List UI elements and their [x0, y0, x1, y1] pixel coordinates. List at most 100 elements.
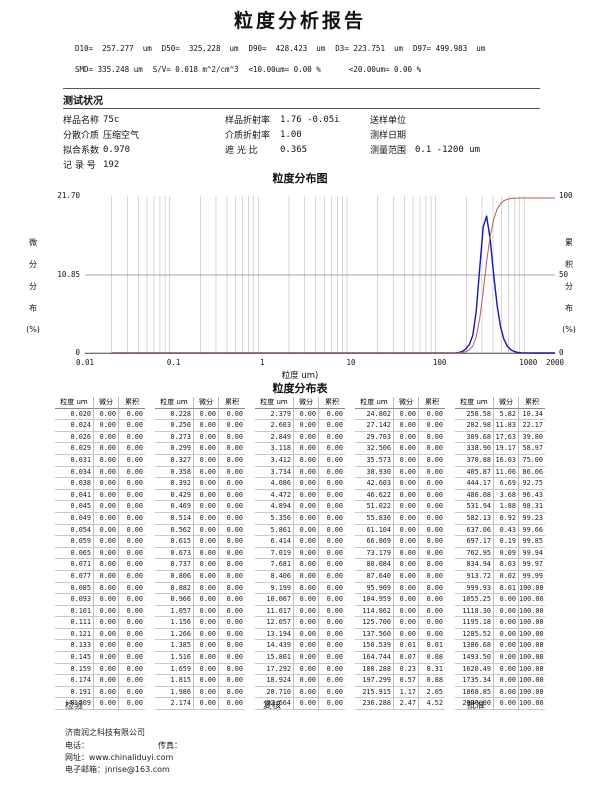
table-cell: 0.00 [118, 663, 145, 676]
table-header-cell: 累积 [518, 397, 545, 409]
table-cell: 0.00 [418, 512, 445, 525]
table-cell: 0.00 [193, 478, 218, 490]
condition-field: 样品名称 75c [63, 112, 225, 127]
table-cell: 17.63 [493, 431, 518, 444]
table-cell: 92.75 [518, 478, 545, 490]
footer-email: 电子邮箱：jnrise@163.com [65, 764, 170, 775]
table-cell: 0.299 [155, 443, 193, 455]
table-cell: 1195.18 [455, 617, 493, 629]
table-cell: 100.00 [518, 698, 545, 711]
table-cell: 0.00 [118, 559, 145, 571]
footer-email-label: 电子邮箱： [65, 765, 105, 774]
table-cell: 0.00 [218, 420, 245, 432]
table-cell: 100.00 [518, 652, 545, 664]
table-cell: 0.00 [93, 628, 118, 641]
table-cell: 3.412 [255, 455, 293, 467]
table-cell: 0.00 [293, 408, 318, 421]
table-cell: 338.90 [455, 443, 493, 455]
table-cell: 0.00 [193, 570, 218, 583]
table-cell: 0.00 [118, 420, 145, 432]
curve-differential [111, 215, 555, 354]
table-cell: 100.00 [518, 582, 545, 595]
summary-item: S/V= 0.018 m^2/cm^3 [152, 65, 239, 74]
table-cell: 0.00 [218, 408, 245, 421]
table-cell: 0.00 [118, 594, 145, 606]
table-cell: 0.00 [293, 431, 318, 444]
axis-title-char: 微 [29, 238, 37, 247]
table-cell: 0.00 [393, 489, 418, 502]
table-cell: 0.00 [93, 582, 118, 595]
table-cell: 0.00 [393, 431, 418, 444]
table-cell: 66.869 [355, 536, 393, 548]
table-cell: 0.00 [93, 420, 118, 432]
table-cell: 0.08 [418, 652, 445, 664]
table-cell: 0.00 [93, 501, 118, 513]
summary-item: D3= 223.751 um [335, 44, 404, 53]
table-cell: 0.00 [418, 605, 445, 618]
table-cell: 0.054 [55, 525, 93, 537]
table-cell: 100.00 [518, 675, 545, 687]
table-cell: 0.00 [418, 466, 445, 479]
table-cell: 0.00 [393, 420, 418, 432]
table-cell: 0.615 [155, 536, 193, 548]
table-cell: 0.31 [418, 663, 445, 676]
right-axis-tick-max: 100 [559, 191, 573, 200]
table-cell: 0.00 [293, 594, 318, 606]
table-cell: 0.00 [293, 420, 318, 432]
table-cell: 2000.00 [455, 698, 493, 711]
table-cell: 0.00 [193, 524, 218, 537]
table-cell: 0.00 [293, 454, 318, 467]
table-cell: 0.085 [55, 583, 93, 595]
chart-plot [85, 196, 555, 354]
table-cell: 1.815 [155, 675, 193, 687]
table-cell: 13.194 [255, 629, 293, 641]
table-cell: 11.017 [255, 606, 293, 618]
table-cell: 0.00 [493, 605, 518, 618]
table-cell: 0.250 [155, 420, 193, 432]
x-axis-tick-label: 2000 [545, 358, 565, 367]
table-cell: 0.00 [118, 547, 145, 560]
condition-field: 遮 光 比 0.365 [225, 142, 370, 157]
table-cell: 0.00 [393, 501, 418, 513]
left-axis-tick-zero: 0 [75, 348, 80, 357]
axis-title-char: 分 [29, 260, 37, 269]
table-cell: 0.00 [318, 478, 345, 490]
section-rule-bottom [63, 108, 540, 109]
table-cell: 0.00 [418, 559, 445, 571]
table-cell: 32.506 [355, 443, 393, 455]
table-cell: 0.024 [55, 420, 93, 432]
table-cell: 6.414 [255, 536, 293, 548]
table-cell: 0.966 [155, 594, 193, 606]
table-cell: 0.00 [193, 686, 218, 699]
summary-item: D90= 428.423 um [248, 44, 326, 53]
table-cell: 5.82 [493, 408, 518, 421]
table-cell: 0.00 [193, 466, 218, 479]
table-cell: 0.00 [318, 698, 345, 711]
table-cell: 1735.34 [455, 675, 493, 687]
table-cell: 0.00 [393, 454, 418, 467]
table-header-cell: 粒度 um [455, 397, 493, 409]
table-cell: 0.00 [93, 640, 118, 653]
table-cell: 0.00 [418, 547, 445, 560]
table-cell: 0.92 [493, 512, 518, 525]
table-cell: 0.093 [55, 594, 93, 606]
table-cell: 46.622 [355, 490, 393, 502]
table-cell: 0.041 [55, 490, 93, 502]
table-cell: 0.00 [318, 686, 345, 699]
table-cell: 0.00 [118, 652, 145, 664]
table-cell: 531.94 [455, 501, 493, 513]
table-cell: 1.88 [493, 501, 518, 513]
table-cell: 100.00 [518, 617, 545, 629]
table-cell: 0.19 [493, 536, 518, 548]
table-cell: 19.17 [493, 443, 518, 455]
table-cell: 0.020 [55, 409, 93, 421]
table-cell: 0.00 [293, 512, 318, 525]
table-cell: 762.95 [455, 548, 493, 560]
table-cell: 0.00 [493, 617, 518, 629]
table-header-cell: 累积 [118, 397, 145, 409]
condition-field: 送样单位 [370, 112, 555, 127]
table-header-cell: 粒度 um [255, 397, 293, 409]
condition-value: 0.365 [280, 144, 308, 155]
table-cell: 0.00 [418, 570, 445, 583]
